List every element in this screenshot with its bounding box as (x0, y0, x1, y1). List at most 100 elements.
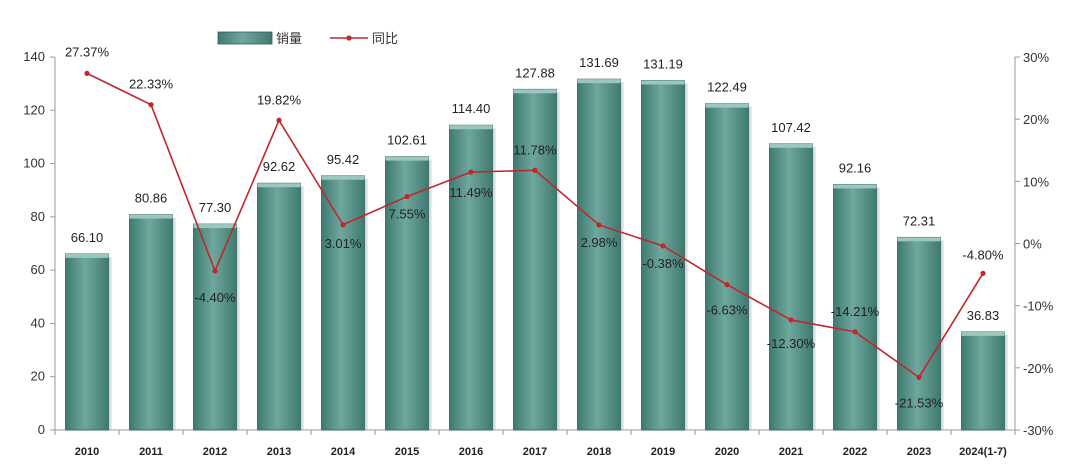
bar-top (577, 79, 621, 84)
x-tick-label: 2013 (267, 446, 291, 458)
yoy-point (916, 374, 922, 380)
x-tick-label: 2010 (75, 446, 99, 458)
bar-value-label: 107.42 (771, 120, 811, 135)
yoy-point (724, 282, 730, 288)
bar (449, 124, 493, 431)
bar-top (65, 253, 109, 258)
bar (513, 88, 557, 431)
bar-value-label: 92.16 (839, 160, 872, 175)
y-left-tick-label: 20 (31, 369, 45, 384)
bar (769, 143, 813, 431)
yoy-value-label: 11.49% (449, 185, 493, 200)
bar-value-label: 127.88 (515, 65, 555, 80)
y-right-tick-label: 30% (1023, 50, 1049, 65)
y-left-tick-label: 140 (23, 49, 45, 64)
bar-top (385, 156, 429, 161)
yoy-point (84, 70, 90, 76)
bar (705, 103, 749, 431)
yoy-value-label: 3.01% (325, 236, 362, 251)
bar (193, 223, 237, 431)
legend-line-label: 同比 (372, 31, 398, 46)
yoy-value-label: -4.40% (194, 290, 236, 305)
bar-top (833, 184, 877, 189)
y-left-tick-label: 0 (38, 422, 45, 437)
bar-value-label: 77.30 (199, 200, 232, 215)
bar-value-label: 102.61 (387, 133, 427, 148)
legend-line-marker (346, 35, 352, 41)
bar-value-label: 80.86 (135, 191, 168, 206)
y-left-tick-label: 40 (31, 315, 45, 330)
bar (897, 236, 941, 431)
bar (961, 331, 1005, 431)
y-left-tick-label: 80 (31, 209, 45, 224)
y-right-tick-label: -10% (1023, 299, 1054, 314)
bar-value-label: 72.31 (903, 213, 936, 228)
bars (65, 78, 1008, 431)
legend-bar-swatch (217, 31, 273, 45)
yoy-point (852, 329, 858, 335)
yoy-value-label: 7.55% (389, 207, 426, 222)
yoy-point (596, 222, 602, 228)
bar-value-label: 114.40 (452, 101, 491, 116)
bar (321, 175, 365, 431)
x-tick-label: 2021 (779, 446, 803, 458)
x-tick-label: 2023 (907, 446, 931, 458)
yoy-point (980, 270, 986, 276)
bar-top (961, 331, 1005, 336)
yoy-point (660, 243, 666, 249)
y-right-tick-label: -30% (1023, 423, 1054, 438)
bar-top (897, 237, 941, 242)
yoy-point (340, 222, 346, 228)
bar-value-label: 131.69 (579, 55, 619, 70)
x-tick-label: 2024(1-7) (959, 446, 1007, 458)
x-tick-label: 2014 (331, 446, 356, 458)
y-left-tick-label: 120 (23, 102, 45, 117)
x-tick-label: 2020 (715, 446, 739, 458)
legend: 销量 同比 (217, 31, 398, 46)
yoy-point (532, 167, 538, 173)
yoy-point (148, 102, 154, 108)
legend-bar-label: 销量 (276, 31, 302, 46)
bar-top (705, 103, 749, 108)
bar-value-label: 95.42 (327, 152, 360, 167)
yoy-point (276, 117, 282, 123)
yoy-value-label: 22.33% (129, 77, 174, 92)
yoy-value-label: -14.21% (831, 304, 880, 319)
yoy-value-label: 27.37% (65, 44, 110, 59)
yoy-point (212, 268, 218, 274)
yoy-point (788, 317, 794, 323)
yoy-value-label: 11.78% (513, 142, 557, 157)
yoy-value-label: -4.80% (962, 247, 1004, 262)
x-tick-label: 2019 (651, 446, 675, 458)
y-right-tick-label: 20% (1023, 112, 1049, 127)
bar-top (769, 143, 813, 148)
bar (577, 78, 621, 431)
yoy-value-label: -6.63% (706, 303, 748, 318)
y-right-tick-label: -20% (1023, 361, 1054, 376)
bar-value-label: 122.49 (707, 80, 747, 95)
y-left-tick-label: 100 (23, 156, 45, 171)
yoy-line (84, 70, 986, 380)
y-right-tick-label: 0% (1023, 237, 1042, 252)
y-right-tick-label: 10% (1023, 174, 1049, 189)
yoy-point (404, 193, 410, 200)
y-left-tick-label: 60 (31, 262, 45, 277)
x-tick-label: 2016 (459, 446, 483, 458)
bar-value-label: 131.19 (643, 56, 683, 71)
bar-top (129, 214, 173, 219)
yoy-point (468, 169, 474, 175)
bar-value-label: 92.62 (263, 159, 296, 174)
yoy-value-label: 2.98% (581, 235, 618, 250)
bar-top (641, 80, 685, 85)
yoy-value-label: 19.82% (257, 92, 302, 107)
bar-top (193, 224, 237, 229)
bar (129, 214, 173, 431)
bar-top (321, 175, 365, 180)
bar-value-label: 66.10 (71, 230, 104, 245)
x-tick-label: 2018 (587, 446, 611, 458)
x-tick-label: 2015 (395, 446, 419, 458)
x-tick-label: 2012 (203, 446, 227, 458)
yoy-value-label: -0.38% (642, 256, 684, 271)
data-labels: 66.10 80.86 77.30 92.62 95.42 102.61 114.40 127… (65, 44, 1004, 410)
